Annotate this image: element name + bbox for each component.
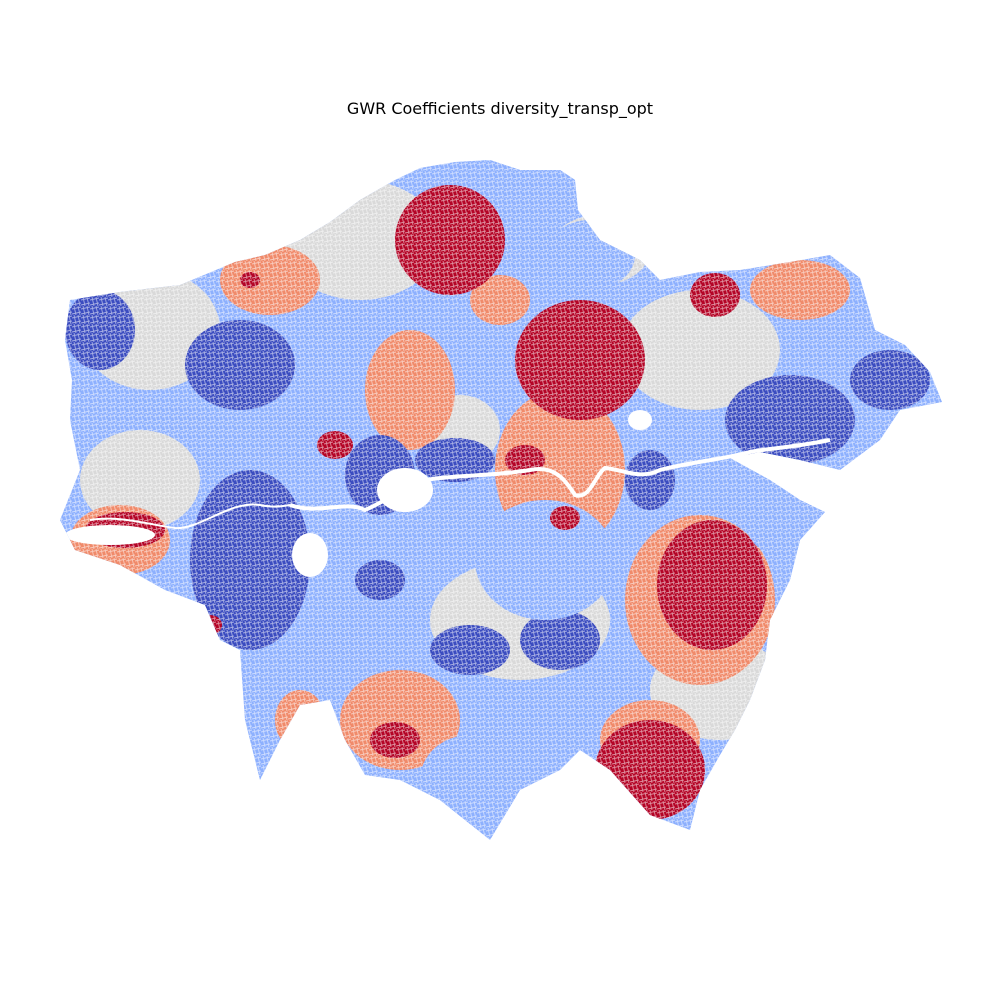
river-thames-west bbox=[89, 503, 291, 530]
river-thames bbox=[289, 438, 831, 513]
map-title: GWR Coefficients diversity_transp_opt bbox=[346, 99, 654, 118]
